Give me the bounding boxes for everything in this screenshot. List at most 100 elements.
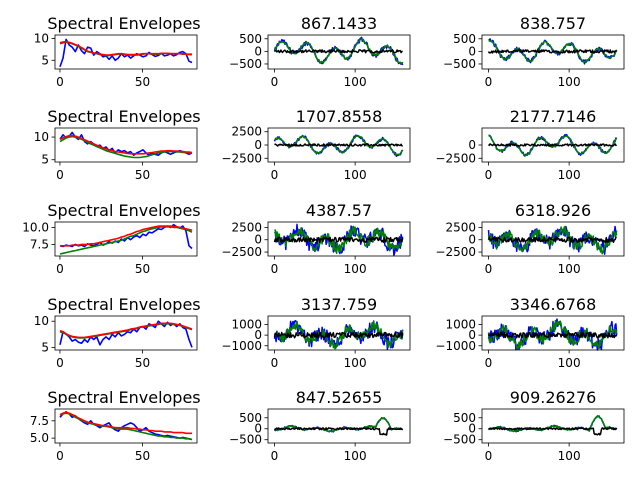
envelope-xtick-label: 50 bbox=[135, 168, 150, 182]
waveform-ytick-label: 0 bbox=[254, 233, 262, 247]
subplot-title: 847.52655 bbox=[296, 388, 383, 407]
waveform-ytick-label: −1000 bbox=[435, 339, 476, 353]
envelope-subplot: Spectral Envelopes 0 50 5 10 bbox=[34, 107, 201, 182]
envelope-red-line bbox=[59, 40, 192, 56]
waveform-ytick-label: −500 bbox=[443, 433, 476, 447]
subplot-title: Spectral Envelopes bbox=[47, 14, 200, 33]
waveform-ytick-label: 0 bbox=[254, 44, 262, 58]
envelope-xtick-label: 0 bbox=[56, 356, 64, 370]
waveform-ytick-label: 0 bbox=[468, 233, 476, 247]
waveform-ytick-label: −2500 bbox=[221, 151, 262, 165]
envelope-xtick-label: 0 bbox=[56, 75, 64, 89]
waveform-black-line bbox=[488, 143, 617, 147]
subplot-title: Spectral Envelopes bbox=[47, 201, 200, 220]
waveform-ytick-label: 0 bbox=[468, 328, 476, 342]
waveform-ytick-label: −2500 bbox=[435, 245, 476, 259]
envelope-blue-line bbox=[59, 320, 193, 348]
envelope-axes-frame bbox=[54, 408, 198, 444]
waveform-ytick-label: −2500 bbox=[221, 245, 262, 259]
waveform-axes-frame bbox=[481, 221, 625, 257]
envelope-ytick-label: 10 bbox=[34, 31, 49, 45]
waveform-green-line bbox=[487, 319, 618, 351]
waveform-black-line bbox=[273, 331, 404, 339]
subplot-title: Spectral Envelopes bbox=[47, 295, 200, 314]
waveform-ytick-label: 2500 bbox=[231, 125, 262, 139]
envelope-subplot: Spectral Envelopes 0 50 7.5 5.0 bbox=[30, 388, 201, 463]
subplot-title: 838.757 bbox=[520, 14, 586, 33]
waveform-xtick-label: 0 bbox=[271, 75, 279, 89]
waveform-ytick-label: 1000 bbox=[231, 318, 262, 332]
envelope-ytick-label: 5 bbox=[41, 340, 49, 354]
waveform-xtick-label: 0 bbox=[485, 356, 493, 370]
subplot-title: 3346.6768 bbox=[510, 295, 597, 314]
waveform-axes-frame bbox=[267, 221, 411, 257]
waveform-black-line bbox=[487, 331, 618, 339]
waveform-xtick-label: 100 bbox=[558, 262, 581, 276]
subplot-title: 1707.8558 bbox=[296, 107, 383, 126]
envelope-blue-line bbox=[59, 411, 193, 441]
waveform-black-line bbox=[274, 143, 404, 147]
waveform-blue-line bbox=[273, 319, 404, 351]
envelope-xtick-label: 0 bbox=[56, 449, 64, 463]
waveform-green-line bbox=[273, 320, 404, 350]
waveform-green-line bbox=[488, 415, 618, 433]
waveform-ytick-label: 500 bbox=[239, 411, 262, 425]
waveform-ytick-label: 0 bbox=[254, 328, 262, 342]
envelope-axes-frame bbox=[54, 34, 198, 70]
waveform-black-line bbox=[487, 49, 617, 54]
envelope-xtick-label: 0 bbox=[56, 168, 64, 182]
envelope-axes-frame bbox=[54, 127, 198, 163]
waveform-xtick-label: 0 bbox=[485, 168, 493, 182]
envelope-xtick-label: 50 bbox=[135, 449, 150, 463]
waveform-ytick-label: 1000 bbox=[445, 318, 476, 332]
waveform-ytick-label: 2500 bbox=[231, 220, 262, 234]
subplot-title: 909.26276 bbox=[510, 388, 597, 407]
envelope-axes-frame bbox=[54, 315, 198, 351]
envelope-ytick-label: 5 bbox=[41, 53, 49, 67]
waveform-ytick-label: −1000 bbox=[221, 339, 262, 353]
subplot-title: 6318.926 bbox=[515, 201, 591, 220]
waveform-ytick-label: −500 bbox=[229, 57, 262, 71]
waveform-ytick-label: −2500 bbox=[435, 151, 476, 165]
waveform-ytick-label: 2500 bbox=[445, 220, 476, 234]
envelope-subplot: Spectral Envelopes 0 50 10 5 bbox=[34, 295, 201, 370]
waveform-axes-frame bbox=[481, 408, 625, 444]
waveform-xtick-label: 100 bbox=[344, 168, 367, 182]
envelope-green-line bbox=[59, 412, 193, 441]
envelope-xtick-label: 50 bbox=[135, 75, 150, 89]
subplot-title: 3137.759 bbox=[301, 295, 377, 314]
waveform-xtick-label: 100 bbox=[558, 449, 581, 463]
envelope-ytick-label: 7.5 bbox=[30, 237, 49, 251]
waveform-green-line bbox=[488, 40, 618, 63]
waveform-xtick-label: 0 bbox=[271, 449, 279, 463]
waveform-xtick-label: 100 bbox=[558, 168, 581, 182]
waveform-green-line bbox=[274, 135, 404, 156]
waveform-axes-frame bbox=[267, 315, 411, 351]
waveform-xtick-label: 0 bbox=[485, 449, 493, 463]
envelope-ytick-label: 10 bbox=[34, 314, 49, 328]
subplot-title: Spectral Envelopes bbox=[47, 107, 200, 126]
envelope-xtick-label: 0 bbox=[56, 262, 64, 276]
envelope-red-line bbox=[59, 322, 193, 339]
subplot-title: Spectral Envelopes bbox=[47, 388, 200, 407]
envelope-subplot: Spectral Envelopes 0 50 5 10 bbox=[34, 14, 201, 89]
waveform-xtick-label: 0 bbox=[271, 168, 279, 182]
waveform-ytick-label: −500 bbox=[443, 57, 476, 71]
waveform-ytick-label: 0 bbox=[468, 138, 476, 152]
waveform-black-line bbox=[274, 427, 403, 436]
envelope-red-line bbox=[59, 411, 192, 435]
waveform-ytick-label: 500 bbox=[239, 32, 262, 46]
waveform-xtick-label: 100 bbox=[344, 262, 367, 276]
waveform-axes-frame bbox=[267, 408, 411, 444]
envelope-blue-line bbox=[59, 131, 193, 156]
waveform-ytick-label: −500 bbox=[229, 433, 262, 447]
envelope-axes-frame bbox=[54, 221, 198, 257]
envelope-ytick-label: 5.0 bbox=[30, 431, 49, 445]
